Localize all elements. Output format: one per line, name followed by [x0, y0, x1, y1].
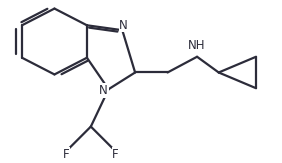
Text: F: F [63, 148, 70, 161]
Text: N: N [119, 19, 128, 32]
Text: F: F [112, 148, 119, 161]
Text: N: N [99, 84, 108, 97]
Text: NH: NH [188, 39, 206, 52]
